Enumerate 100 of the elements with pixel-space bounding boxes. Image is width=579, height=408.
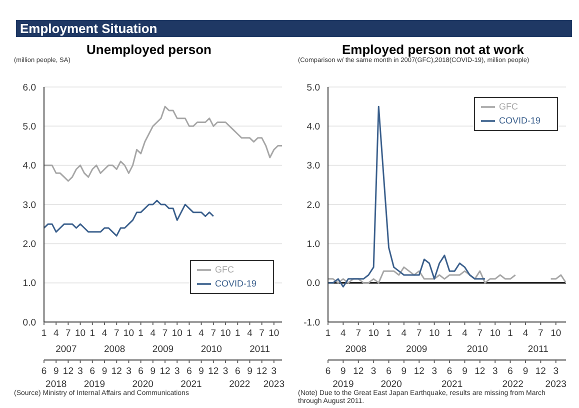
x-tick-label: 7: [477, 328, 483, 339]
x2-tick-label: 3: [126, 366, 132, 377]
x-tick-label: 10: [429, 328, 440, 339]
chart-title: Employed person not at work: [340, 42, 526, 57]
text: 2011: [528, 344, 548, 355]
x-tick-label: 1: [446, 328, 452, 339]
x-tick-label: 7: [162, 328, 168, 339]
text: 2020: [132, 379, 154, 390]
x-tick-label: 1: [41, 328, 47, 339]
x-tick-label: 4: [247, 328, 252, 339]
x2-tick-label: 12: [62, 366, 74, 377]
y-tick-label: 2.0: [22, 239, 36, 250]
legend-label: COVID-19: [499, 115, 541, 126]
x2-tick-label: 3: [222, 366, 228, 377]
line-series: [44, 106, 282, 182]
x2-tick-label: 9: [198, 366, 204, 377]
x-tick-label: 7: [66, 328, 71, 339]
x-tick-label: 10: [268, 328, 280, 339]
x-tick-label: 10: [368, 328, 379, 339]
x2-tick-label: 3: [370, 366, 376, 377]
text: 2022: [502, 379, 524, 390]
x2-tick-label: 6: [138, 366, 144, 377]
y-tick-label: 4.0: [22, 160, 36, 172]
x2-tick-label: 12: [208, 366, 219, 377]
y-tick-label: 2.0: [306, 200, 320, 211]
x2-tick-label: 12: [111, 366, 122, 377]
x-tick-label: 10: [550, 328, 562, 339]
x2-tick-label: 3: [174, 366, 180, 377]
text: 2023: [263, 379, 285, 390]
text: 2009: [152, 344, 174, 355]
text: 2021: [180, 379, 202, 390]
x-tick-label: 7: [538, 328, 544, 339]
text: 2021: [441, 379, 463, 390]
y-tick-label: 5.0: [22, 122, 36, 133]
x2-tick-label: 6: [325, 366, 331, 377]
y-tick-label: 1.0: [22, 278, 36, 290]
x2-tick-label: 3: [492, 366, 498, 377]
legend-label: GFC: [499, 101, 518, 112]
x2-tick-label: 6: [446, 366, 452, 377]
y-tick-label: 1.0: [306, 239, 320, 250]
x-tick-label: 4: [462, 328, 468, 339]
x2-tick-label: 9: [462, 366, 468, 377]
chart-title: Unemployed person: [86, 42, 212, 57]
x-tick-label: 10: [123, 328, 134, 339]
y-tick-label: 4.0: [306, 122, 320, 133]
text: 2007: [56, 344, 77, 355]
x-tick-label: 10: [172, 328, 182, 339]
x-tick-label: 10: [490, 328, 500, 339]
x-tick-label: 1: [90, 328, 96, 339]
x2-tick-label: 12: [353, 366, 364, 377]
x2-tick-label: 9: [102, 366, 108, 377]
x-tick-label: 7: [356, 328, 362, 339]
legend-label: GFC: [215, 264, 234, 274]
text: 2008: [345, 344, 366, 355]
x2-tick-label: 6: [186, 366, 192, 377]
x-tick-label: 4: [340, 328, 346, 339]
x2-tick-label: 6: [90, 366, 96, 377]
legend-label: COVID-19: [215, 278, 257, 288]
y-tick-label: 0.0: [22, 317, 36, 328]
x-tick-label: 7: [416, 328, 422, 339]
y-tick-label: -1.0: [304, 317, 320, 328]
x2-tick-label: 12: [474, 366, 486, 377]
x2-tick-label: 12: [414, 366, 424, 377]
x2-tick-label: 3: [271, 366, 277, 377]
text: 2009: [406, 344, 428, 355]
x-tick-label: 1: [386, 328, 392, 339]
text: 2019: [84, 379, 105, 390]
x-tick-label: 7: [114, 328, 120, 339]
text: 2010: [200, 344, 222, 355]
x-tick-label: 10: [75, 328, 86, 339]
y-tick-label: 3.0: [306, 160, 320, 172]
x2-tick-label: 12: [535, 366, 546, 377]
x2-tick-label: 6: [386, 366, 392, 377]
text: Employment Situation: [16, 20, 572, 37]
y-tick-label: 6.0: [22, 82, 36, 94]
text: 2010: [466, 344, 488, 355]
x2-tick-label: 3: [78, 366, 83, 377]
x-tick-label: 4: [150, 328, 156, 339]
x-tick-label: 1: [508, 328, 513, 339]
text: 2019: [332, 379, 354, 390]
x2-tick-label: 9: [401, 366, 407, 377]
x-tick-label: 4: [198, 328, 204, 339]
x2-tick-label: 12: [256, 366, 268, 377]
x-tick-label: 4: [401, 328, 407, 339]
x2-tick-label: 9: [340, 366, 346, 377]
y-tick-label: 3.0: [22, 200, 36, 211]
x2-tick-label: 12: [160, 366, 170, 377]
x-tick-label: 4: [53, 328, 59, 339]
text: 2008: [104, 344, 126, 355]
x-tick-label: 1: [138, 328, 144, 339]
x-tick-label: 7: [259, 328, 264, 339]
text: 2020: [380, 379, 402, 390]
text: 2022: [229, 379, 250, 390]
y-tick-label: 0.0: [306, 278, 320, 290]
y-tick-label: 5.0: [306, 82, 320, 94]
text: 2023: [545, 379, 566, 390]
x2-tick-label: 3: [553, 366, 559, 377]
x-tick-label: 4: [522, 328, 528, 339]
x2-tick-label: 9: [150, 366, 156, 377]
text: 2011: [250, 344, 270, 355]
